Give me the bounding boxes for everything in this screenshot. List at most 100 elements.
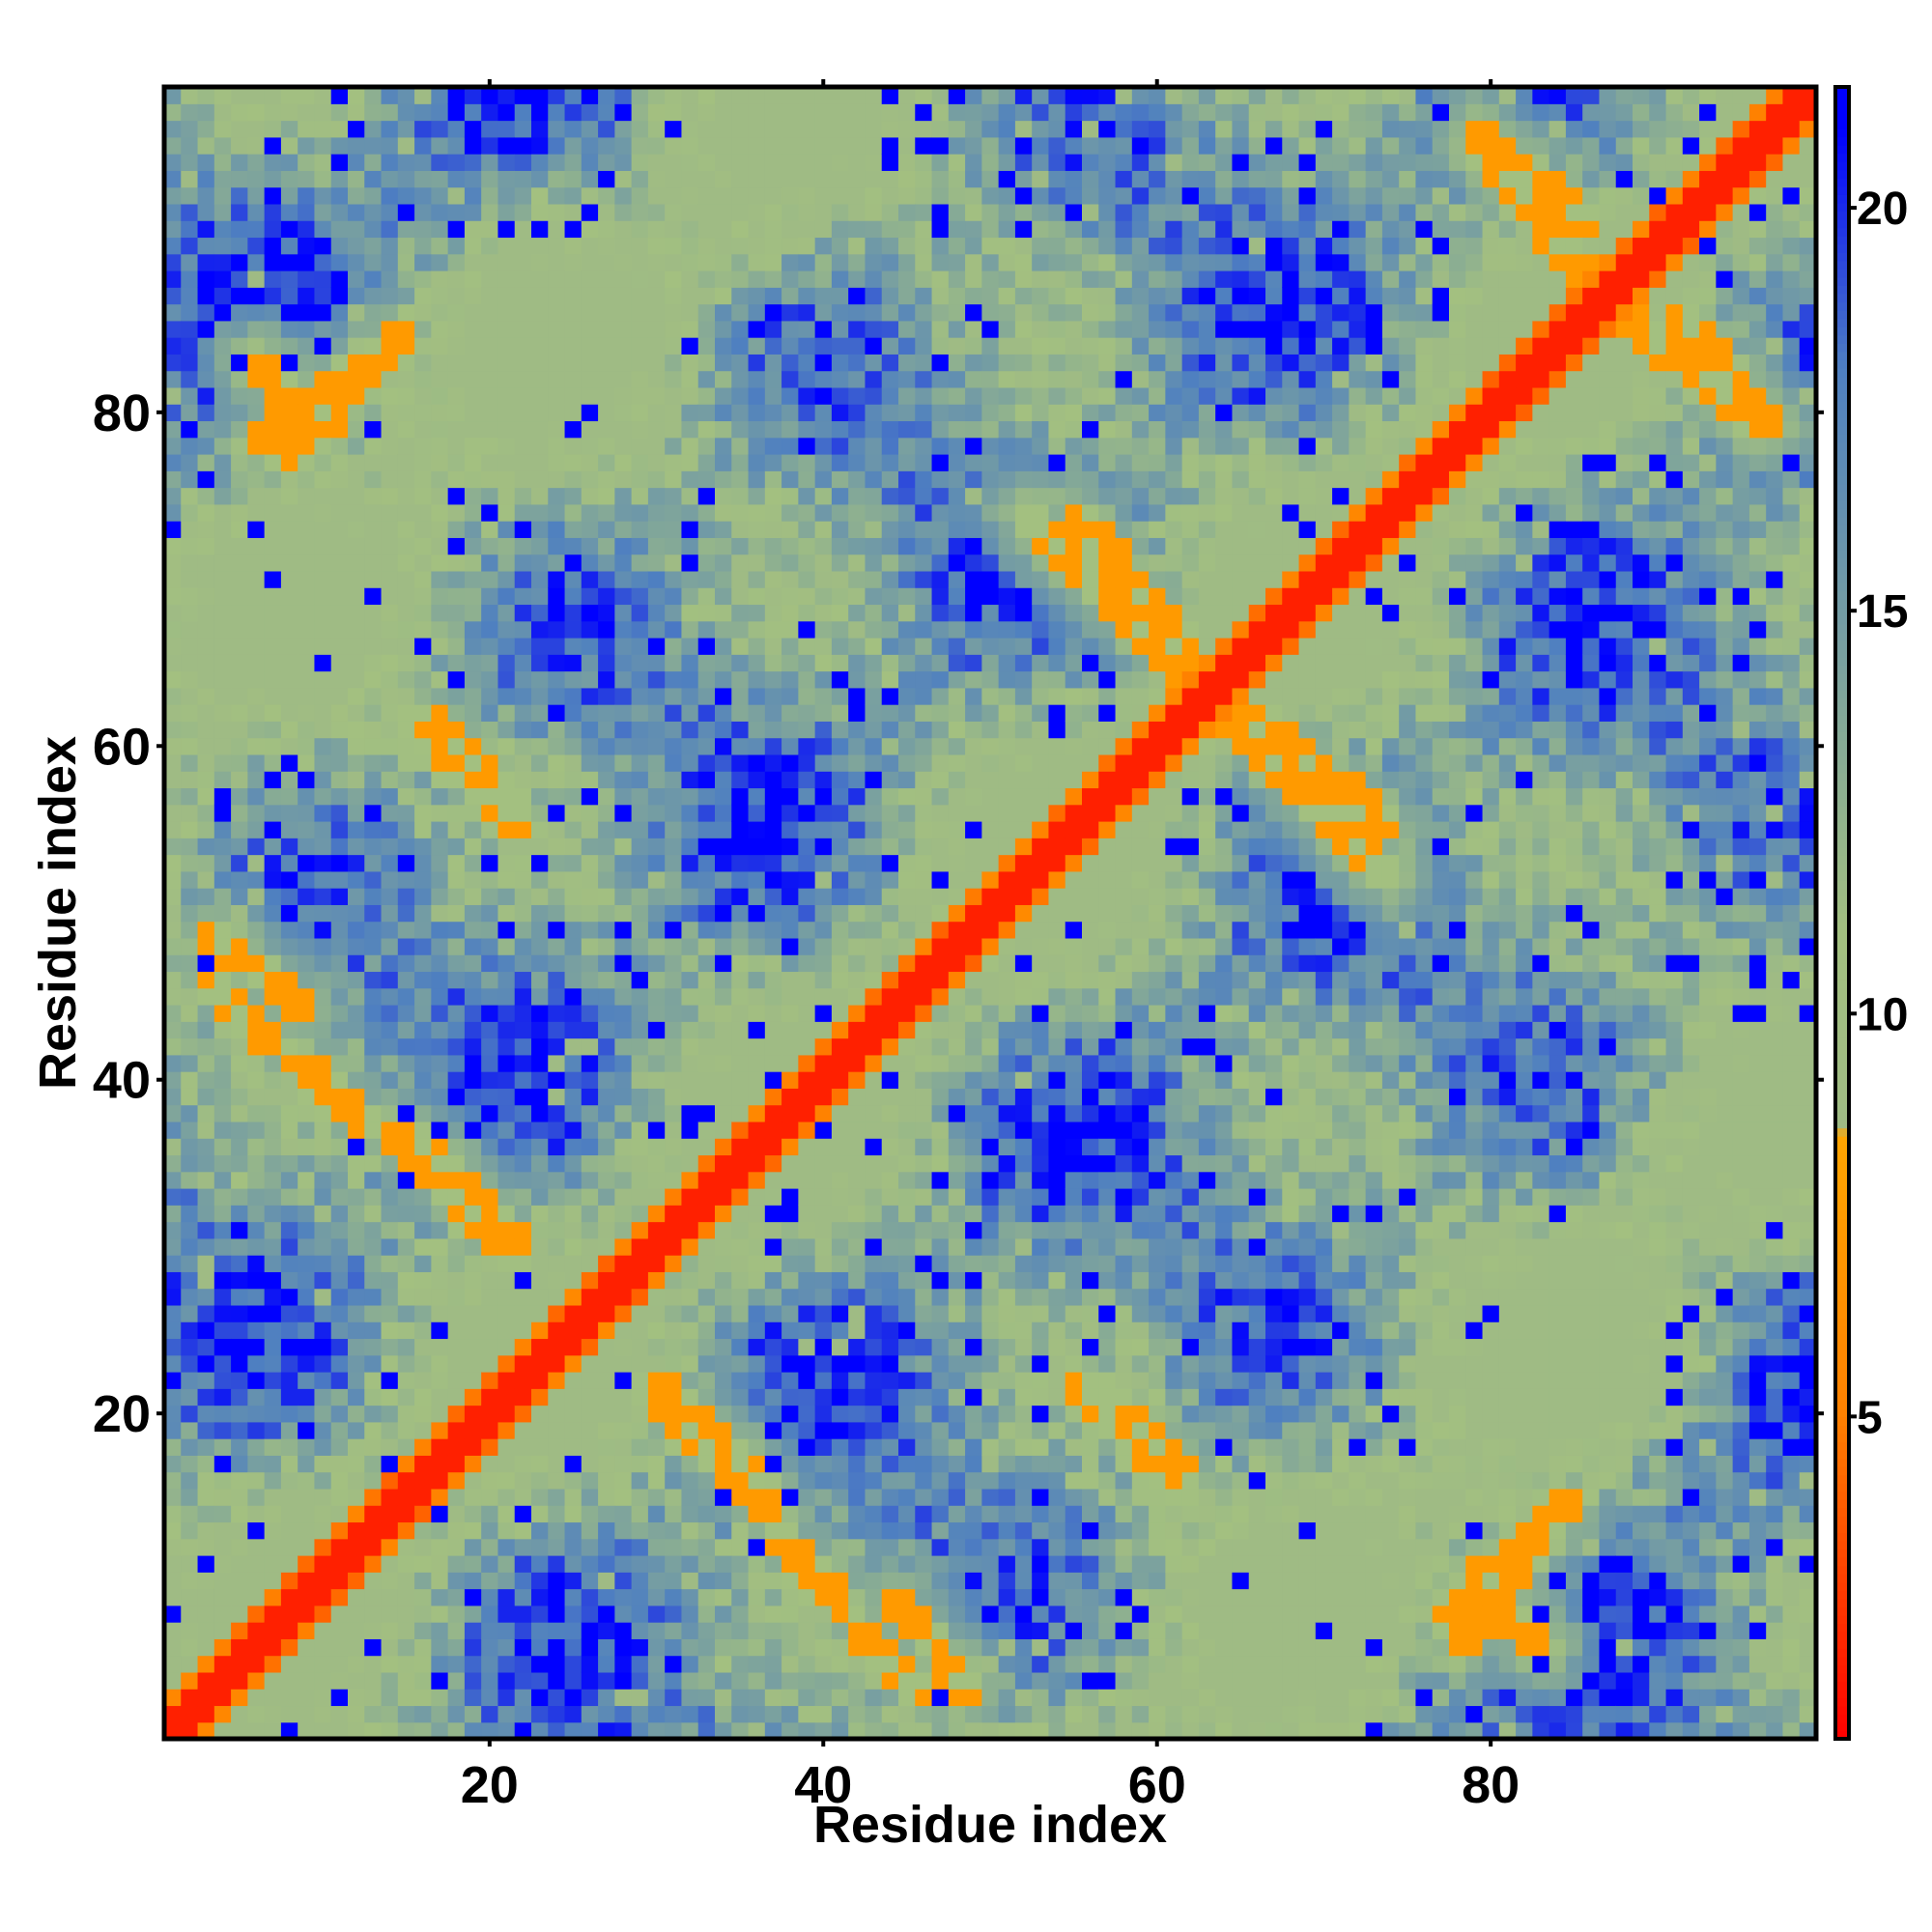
heatmap-cell xyxy=(181,687,199,705)
heatmap-cell xyxy=(247,136,266,155)
heatmap-cell xyxy=(298,354,316,372)
heatmap-cell xyxy=(731,904,750,923)
heatmap-cell xyxy=(181,721,199,739)
heatmap-cell xyxy=(464,1054,482,1072)
heatmap-cell xyxy=(748,253,766,271)
heatmap-cell xyxy=(497,1237,516,1256)
heatmap-cell xyxy=(764,237,782,255)
heatmap-cell xyxy=(731,521,750,538)
heatmap-cell xyxy=(213,737,232,755)
heatmap-cell xyxy=(247,154,266,171)
heatmap-cell xyxy=(213,521,232,538)
heatmap-cell xyxy=(213,203,232,221)
heatmap-cell xyxy=(781,1438,799,1456)
heatmap-cell xyxy=(948,1021,966,1039)
heatmap-cell xyxy=(715,670,732,689)
heatmap-cell xyxy=(298,587,316,606)
heatmap-cell xyxy=(781,1054,799,1072)
heatmap-cell xyxy=(764,1689,782,1707)
heatmap-cell xyxy=(598,771,615,789)
heatmap-cell xyxy=(397,654,415,672)
heatmap-cell xyxy=(264,1521,282,1540)
heatmap-cell xyxy=(647,220,666,239)
heatmap-cell xyxy=(381,1288,399,1306)
heatmap-cell xyxy=(348,87,365,104)
heatmap-cell xyxy=(965,1705,982,1723)
heatmap-cell xyxy=(764,987,782,1006)
heatmap-cell xyxy=(631,103,649,122)
heatmap-cell xyxy=(881,87,899,104)
heatmap-cell xyxy=(247,1037,266,1056)
heatmap-cell xyxy=(965,670,982,689)
heatmap-cell xyxy=(898,570,916,588)
heatmap-cell xyxy=(848,1572,867,1590)
heatmap-cell xyxy=(948,253,966,271)
heatmap-cell xyxy=(881,604,899,622)
heatmap-cell xyxy=(348,1338,365,1356)
heatmap-cell xyxy=(548,1471,566,1490)
heatmap-cell xyxy=(531,1555,549,1573)
heatmap-cell xyxy=(764,1372,782,1389)
heatmap-cell xyxy=(681,354,699,372)
heatmap-cell xyxy=(631,854,649,872)
heatmap-cell xyxy=(247,1071,266,1089)
heatmap-cell xyxy=(697,253,716,271)
heatmap-cell xyxy=(264,220,282,239)
heatmap-cell xyxy=(965,1154,982,1173)
heatmap-cell xyxy=(665,654,683,672)
heatmap-cell xyxy=(247,120,266,138)
heatmap-cell xyxy=(464,753,482,772)
heatmap-cell xyxy=(965,186,982,205)
heatmap-cell xyxy=(264,1237,282,1256)
heatmap-cell xyxy=(748,203,766,221)
heatmap-cell xyxy=(881,237,899,255)
heatmap-cell xyxy=(381,370,399,388)
heatmap-cell xyxy=(781,337,799,355)
heatmap-cell xyxy=(364,470,383,489)
heatmap-cell xyxy=(213,687,232,705)
heatmap-cell xyxy=(898,1288,916,1306)
heatmap-cell xyxy=(397,888,415,905)
heatmap-cell xyxy=(298,1071,316,1089)
heatmap-cell xyxy=(915,420,933,439)
heatmap-cell xyxy=(631,270,649,288)
heatmap-cell xyxy=(298,1154,316,1173)
heatmap-cell xyxy=(364,1655,383,1673)
heatmap-cell xyxy=(464,587,482,606)
heatmap-cell xyxy=(280,1205,298,1223)
heatmap-cell xyxy=(798,386,816,405)
heatmap-cell xyxy=(631,1071,649,1089)
heatmap-cell xyxy=(247,1005,266,1022)
heatmap-cell xyxy=(330,1638,349,1657)
heatmap-cell xyxy=(330,954,349,973)
heatmap-cell xyxy=(764,687,782,705)
heatmap-cell xyxy=(231,1321,248,1340)
heatmap-cell xyxy=(981,537,1000,555)
heatmap-cell xyxy=(697,521,716,538)
heatmap-cell xyxy=(665,1721,683,1739)
heatmap-cell xyxy=(848,1088,867,1106)
heatmap-cell xyxy=(915,154,933,171)
heatmap-cell xyxy=(564,1671,582,1690)
heatmap-cell xyxy=(497,1438,516,1456)
heatmap-cell xyxy=(264,1689,282,1707)
heatmap-cell xyxy=(831,604,849,622)
heatmap-cell xyxy=(564,1354,582,1373)
heatmap-cell xyxy=(748,521,766,538)
heatmap-cell xyxy=(431,1071,449,1089)
heatmap-cell xyxy=(948,1455,966,1473)
heatmap-cell xyxy=(164,1405,182,1423)
heatmap-cell xyxy=(915,287,933,305)
heatmap-cell xyxy=(581,904,599,923)
heatmap-cell xyxy=(314,670,332,689)
heatmap-cell xyxy=(164,1121,182,1139)
heatmap-cell xyxy=(497,1188,516,1206)
heatmap-cell xyxy=(447,103,466,122)
heatmap-cell xyxy=(697,570,716,588)
heatmap-cell xyxy=(848,737,867,755)
heatmap-cell xyxy=(280,1455,298,1473)
heatmap-cell xyxy=(181,838,199,856)
heatmap-cell xyxy=(981,203,1000,221)
heatmap-cell xyxy=(481,704,499,722)
heatmap-cell xyxy=(631,838,649,856)
